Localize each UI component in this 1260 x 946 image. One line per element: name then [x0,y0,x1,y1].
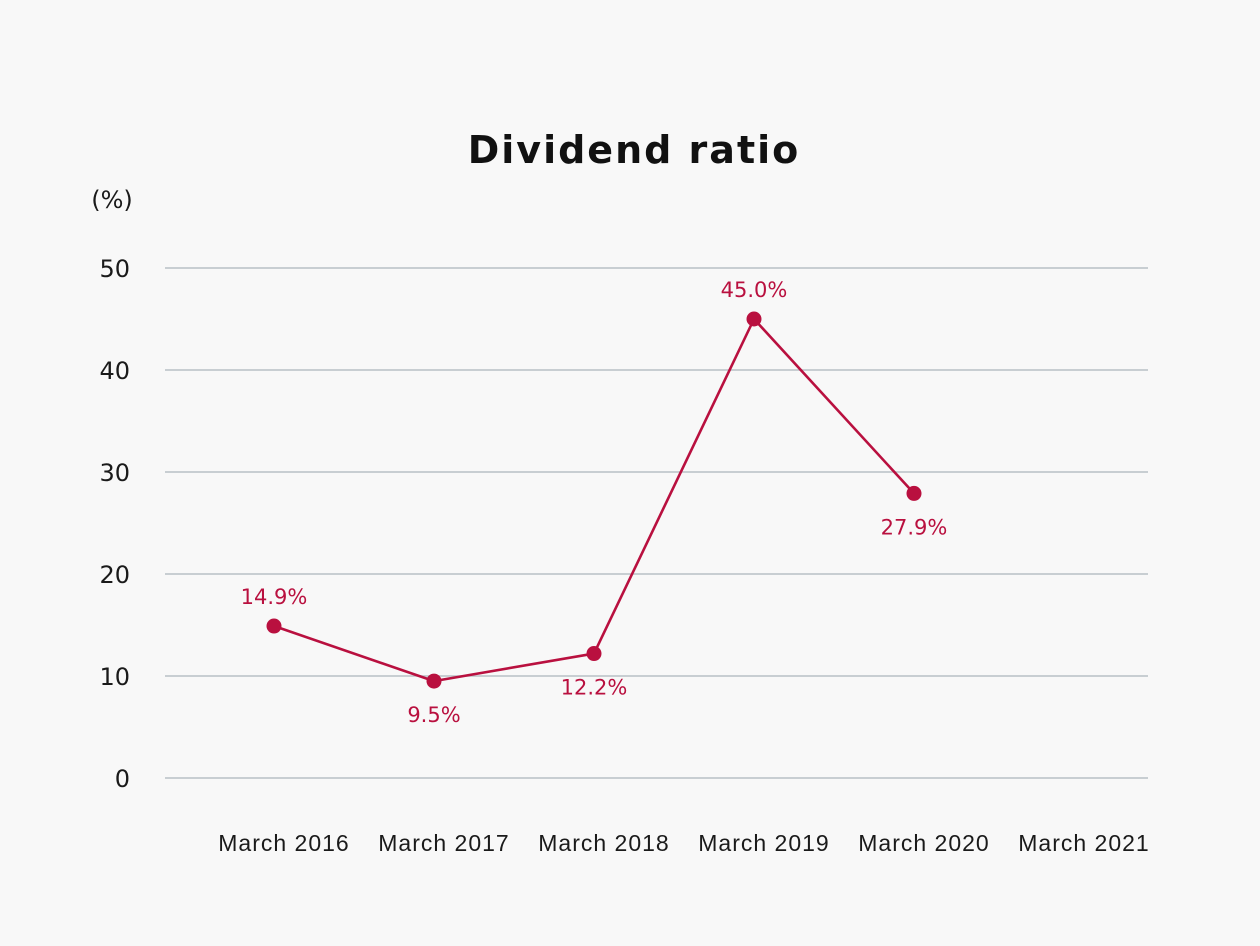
data-label: 45.0% [721,278,788,302]
data-point [426,673,442,689]
x-tick-label: March 2020 [858,830,989,856]
y-axis-ticks: 0 10 20 30 40 50 [99,255,130,793]
y-tick-label: 40 [99,357,130,385]
x-axis-ticks: March 2016 March 2017 March 2018 March 2019… [218,830,1149,856]
gridlines [165,267,1148,779]
data-point [906,485,922,501]
x-tick-label: March 2021 [1018,830,1149,856]
series-line [273,317,915,683]
x-tick-label: March 2016 [218,830,349,856]
data-label: 14.9% [241,585,308,609]
data-label: 9.5% [407,703,460,727]
y-tick-label: 20 [99,561,130,589]
y-tick-label: 50 [99,255,130,283]
y-tick-label: 30 [99,459,130,487]
x-tick-label: March 2019 [698,830,829,856]
data-point [746,311,762,327]
y-tick-label: 0 [115,765,130,793]
data-label: 27.9% [881,515,948,539]
data-point [586,646,602,662]
y-axis-unit-label: (%) [91,186,133,214]
data-point [266,618,282,634]
data-label: 12.2% [561,676,628,700]
x-tick-label: March 2017 [378,830,509,856]
x-tick-label: March 2018 [538,830,669,856]
y-tick-label: 10 [99,663,130,691]
series-dividend-ratio: 14.9% 9.5% 12.2% 45.0% 27.9% [241,278,948,727]
chart-title: Dividend ratio [468,128,801,172]
